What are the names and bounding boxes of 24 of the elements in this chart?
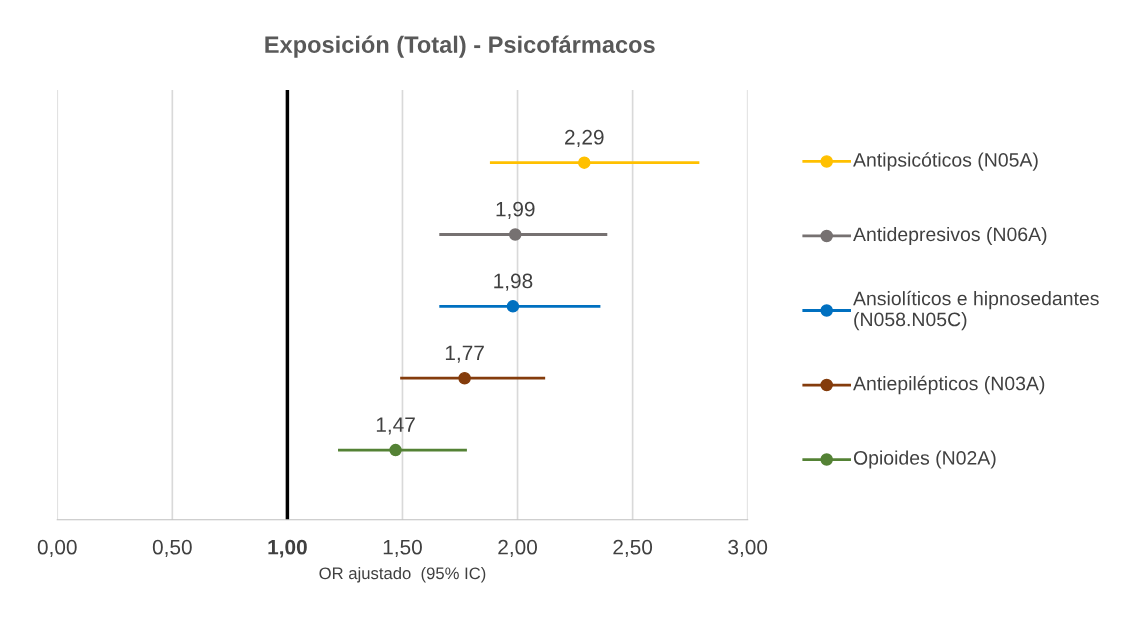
data-label: 2,29 (565, 129, 604, 148)
legend-label: Antidepresivos (N06A) (853, 226, 1047, 246)
point (508, 228, 522, 241)
data-label: 1,77 (445, 345, 484, 363)
data-label: 1,99 (496, 201, 535, 219)
x-tick-label: 3,00 (728, 539, 768, 557)
point (506, 300, 520, 313)
x-tick-label: 0,00 (37, 539, 77, 557)
data-label: 1,47 (376, 417, 415, 435)
point (389, 443, 402, 457)
x-tick-label: 0,50 (152, 539, 192, 557)
x-tick-label: 1,50 (383, 539, 422, 557)
chart-title: Exposición (Total) - Psicofármacos (265, 35, 655, 58)
x-tick-label: 1,00 (268, 539, 307, 558)
point (458, 371, 471, 385)
x-tick-label: 2,50 (613, 539, 653, 557)
legend-label: Antipsicóticos (N05A) (853, 152, 1038, 171)
x-axis-title: OR ajustado (95% IC) (319, 566, 486, 583)
legend-label: Antiepilépticos (N03A) (853, 375, 1045, 395)
x-tick-label: 2,00 (498, 539, 537, 557)
point (578, 156, 591, 169)
legend-label: Ansiolíticos e hipnosedantes (N058.N05C) (853, 290, 1099, 331)
legend-label: Opioides (N02A) (853, 450, 996, 469)
data-label: 1,98 (494, 273, 533, 291)
